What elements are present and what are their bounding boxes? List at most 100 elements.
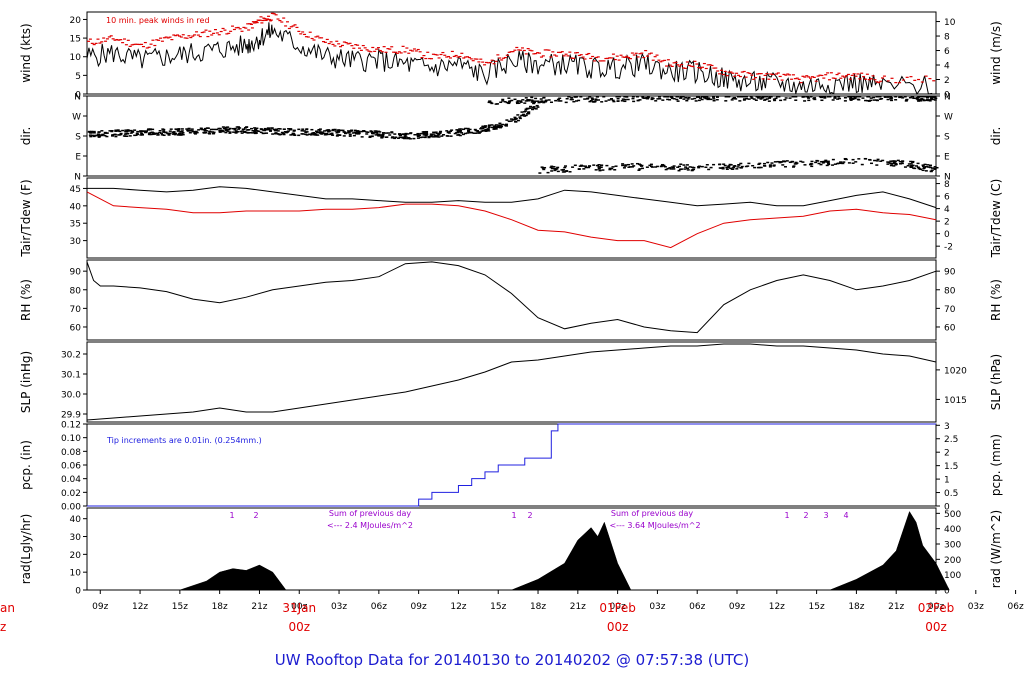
dir-point bbox=[744, 96, 748, 98]
dir-point bbox=[931, 98, 935, 101]
dir-point bbox=[928, 96, 932, 98]
wind-peak-mark bbox=[687, 64, 691, 66]
dir-point bbox=[898, 160, 902, 163]
dir-point bbox=[933, 96, 937, 99]
ytick-label-right-rh: 80 bbox=[944, 286, 956, 296]
dir-point bbox=[228, 131, 232, 133]
wind-peak-mark bbox=[314, 36, 318, 38]
dir-point bbox=[823, 97, 827, 99]
dir-point bbox=[764, 98, 768, 101]
dir-point bbox=[148, 128, 152, 131]
wind-peak-mark bbox=[538, 52, 542, 54]
dir-point bbox=[824, 159, 828, 162]
wind-peak-mark bbox=[380, 51, 384, 53]
dir-point bbox=[352, 134, 356, 137]
dir-point bbox=[911, 161, 915, 164]
dir-point bbox=[546, 171, 550, 174]
wind-peak-mark bbox=[430, 58, 434, 60]
dir-point bbox=[827, 162, 831, 164]
ytick-label-left-pcp: 0.06 bbox=[61, 462, 81, 472]
dir-point bbox=[612, 100, 616, 103]
wind-peak-mark bbox=[628, 58, 632, 60]
dir-point bbox=[616, 97, 620, 100]
dir-point bbox=[281, 132, 285, 135]
wind-peak-mark bbox=[530, 50, 534, 52]
dir-point bbox=[544, 100, 548, 103]
wind-peak-mark bbox=[691, 65, 695, 68]
dir-point bbox=[492, 128, 496, 130]
wind-peak-mark bbox=[477, 61, 481, 63]
dir-point bbox=[459, 128, 463, 130]
wind-peak-mark bbox=[140, 43, 144, 45]
dir-point bbox=[103, 131, 107, 134]
dir-point bbox=[141, 133, 145, 136]
dir-point bbox=[666, 96, 670, 98]
dir-point bbox=[637, 169, 641, 171]
dir-point bbox=[201, 128, 205, 131]
wind-peak-mark bbox=[845, 75, 849, 77]
dir-point bbox=[94, 134, 98, 137]
dir-point bbox=[672, 168, 676, 170]
dir-point bbox=[209, 128, 213, 131]
dir-point bbox=[111, 135, 115, 137]
ylabel-left-temp: Tair/Tdew (F) bbox=[19, 179, 33, 257]
wind-peak-mark bbox=[246, 23, 250, 25]
dir-point bbox=[348, 135, 352, 137]
dir-point bbox=[498, 122, 502, 125]
dir-point bbox=[470, 131, 474, 134]
dir-point bbox=[398, 133, 402, 135]
dir-point bbox=[372, 132, 376, 134]
dir-point bbox=[508, 101, 512, 103]
dir-point bbox=[489, 101, 493, 104]
wind-peak-mark bbox=[250, 27, 254, 29]
dir-point bbox=[496, 103, 500, 105]
dir-point bbox=[925, 97, 929, 99]
wind-peak-mark bbox=[632, 54, 636, 56]
dir-point bbox=[255, 127, 259, 130]
dir-point bbox=[270, 127, 274, 129]
dir-point bbox=[333, 128, 337, 131]
dir-point bbox=[770, 162, 774, 164]
dir-point bbox=[390, 131, 394, 134]
ytick-label-left-rh: 90 bbox=[70, 268, 82, 278]
dir-point bbox=[105, 135, 109, 138]
dir-point bbox=[136, 130, 140, 133]
dir-point bbox=[930, 169, 934, 171]
dir-point bbox=[419, 132, 423, 135]
dir-point bbox=[302, 130, 306, 132]
dir-point bbox=[698, 97, 702, 99]
dir-point bbox=[700, 96, 704, 98]
dir-point bbox=[866, 99, 870, 102]
dir-point bbox=[379, 134, 383, 136]
wind-peak-mark bbox=[810, 76, 814, 78]
wind-peak-mark bbox=[356, 44, 360, 46]
wind-peak-mark bbox=[714, 67, 718, 69]
dir-point bbox=[261, 129, 265, 131]
wind-peak-mark bbox=[566, 55, 570, 57]
ytick-label-left-rad: 0 bbox=[75, 587, 81, 597]
wind-peak-mark bbox=[141, 45, 145, 48]
dir-point bbox=[331, 134, 335, 136]
dir-point bbox=[658, 98, 662, 100]
wind-peak-mark bbox=[350, 45, 354, 47]
dir-point bbox=[582, 168, 586, 170]
dir-point bbox=[682, 164, 686, 166]
wind-peak-mark bbox=[596, 56, 600, 58]
ytick-label-right-pcp: 2 bbox=[944, 449, 950, 459]
dir-point bbox=[872, 99, 876, 101]
wind-peak-mark bbox=[280, 21, 284, 23]
wind-peak-mark bbox=[331, 43, 335, 46]
dir-point bbox=[151, 128, 155, 131]
dir-point bbox=[88, 134, 92, 136]
wind-peak-mark bbox=[754, 77, 758, 79]
dir-point bbox=[679, 163, 683, 165]
wind-peak-mark bbox=[551, 51, 555, 53]
wind-peak-mark bbox=[924, 75, 928, 77]
dir-point bbox=[373, 130, 377, 132]
day-hour-label: 00z bbox=[925, 620, 947, 634]
wind-peak-mark bbox=[168, 36, 172, 38]
dir-point bbox=[827, 163, 831, 166]
wind-peak-mark bbox=[829, 72, 833, 74]
dir-point bbox=[731, 97, 735, 100]
dir-point bbox=[675, 98, 679, 101]
